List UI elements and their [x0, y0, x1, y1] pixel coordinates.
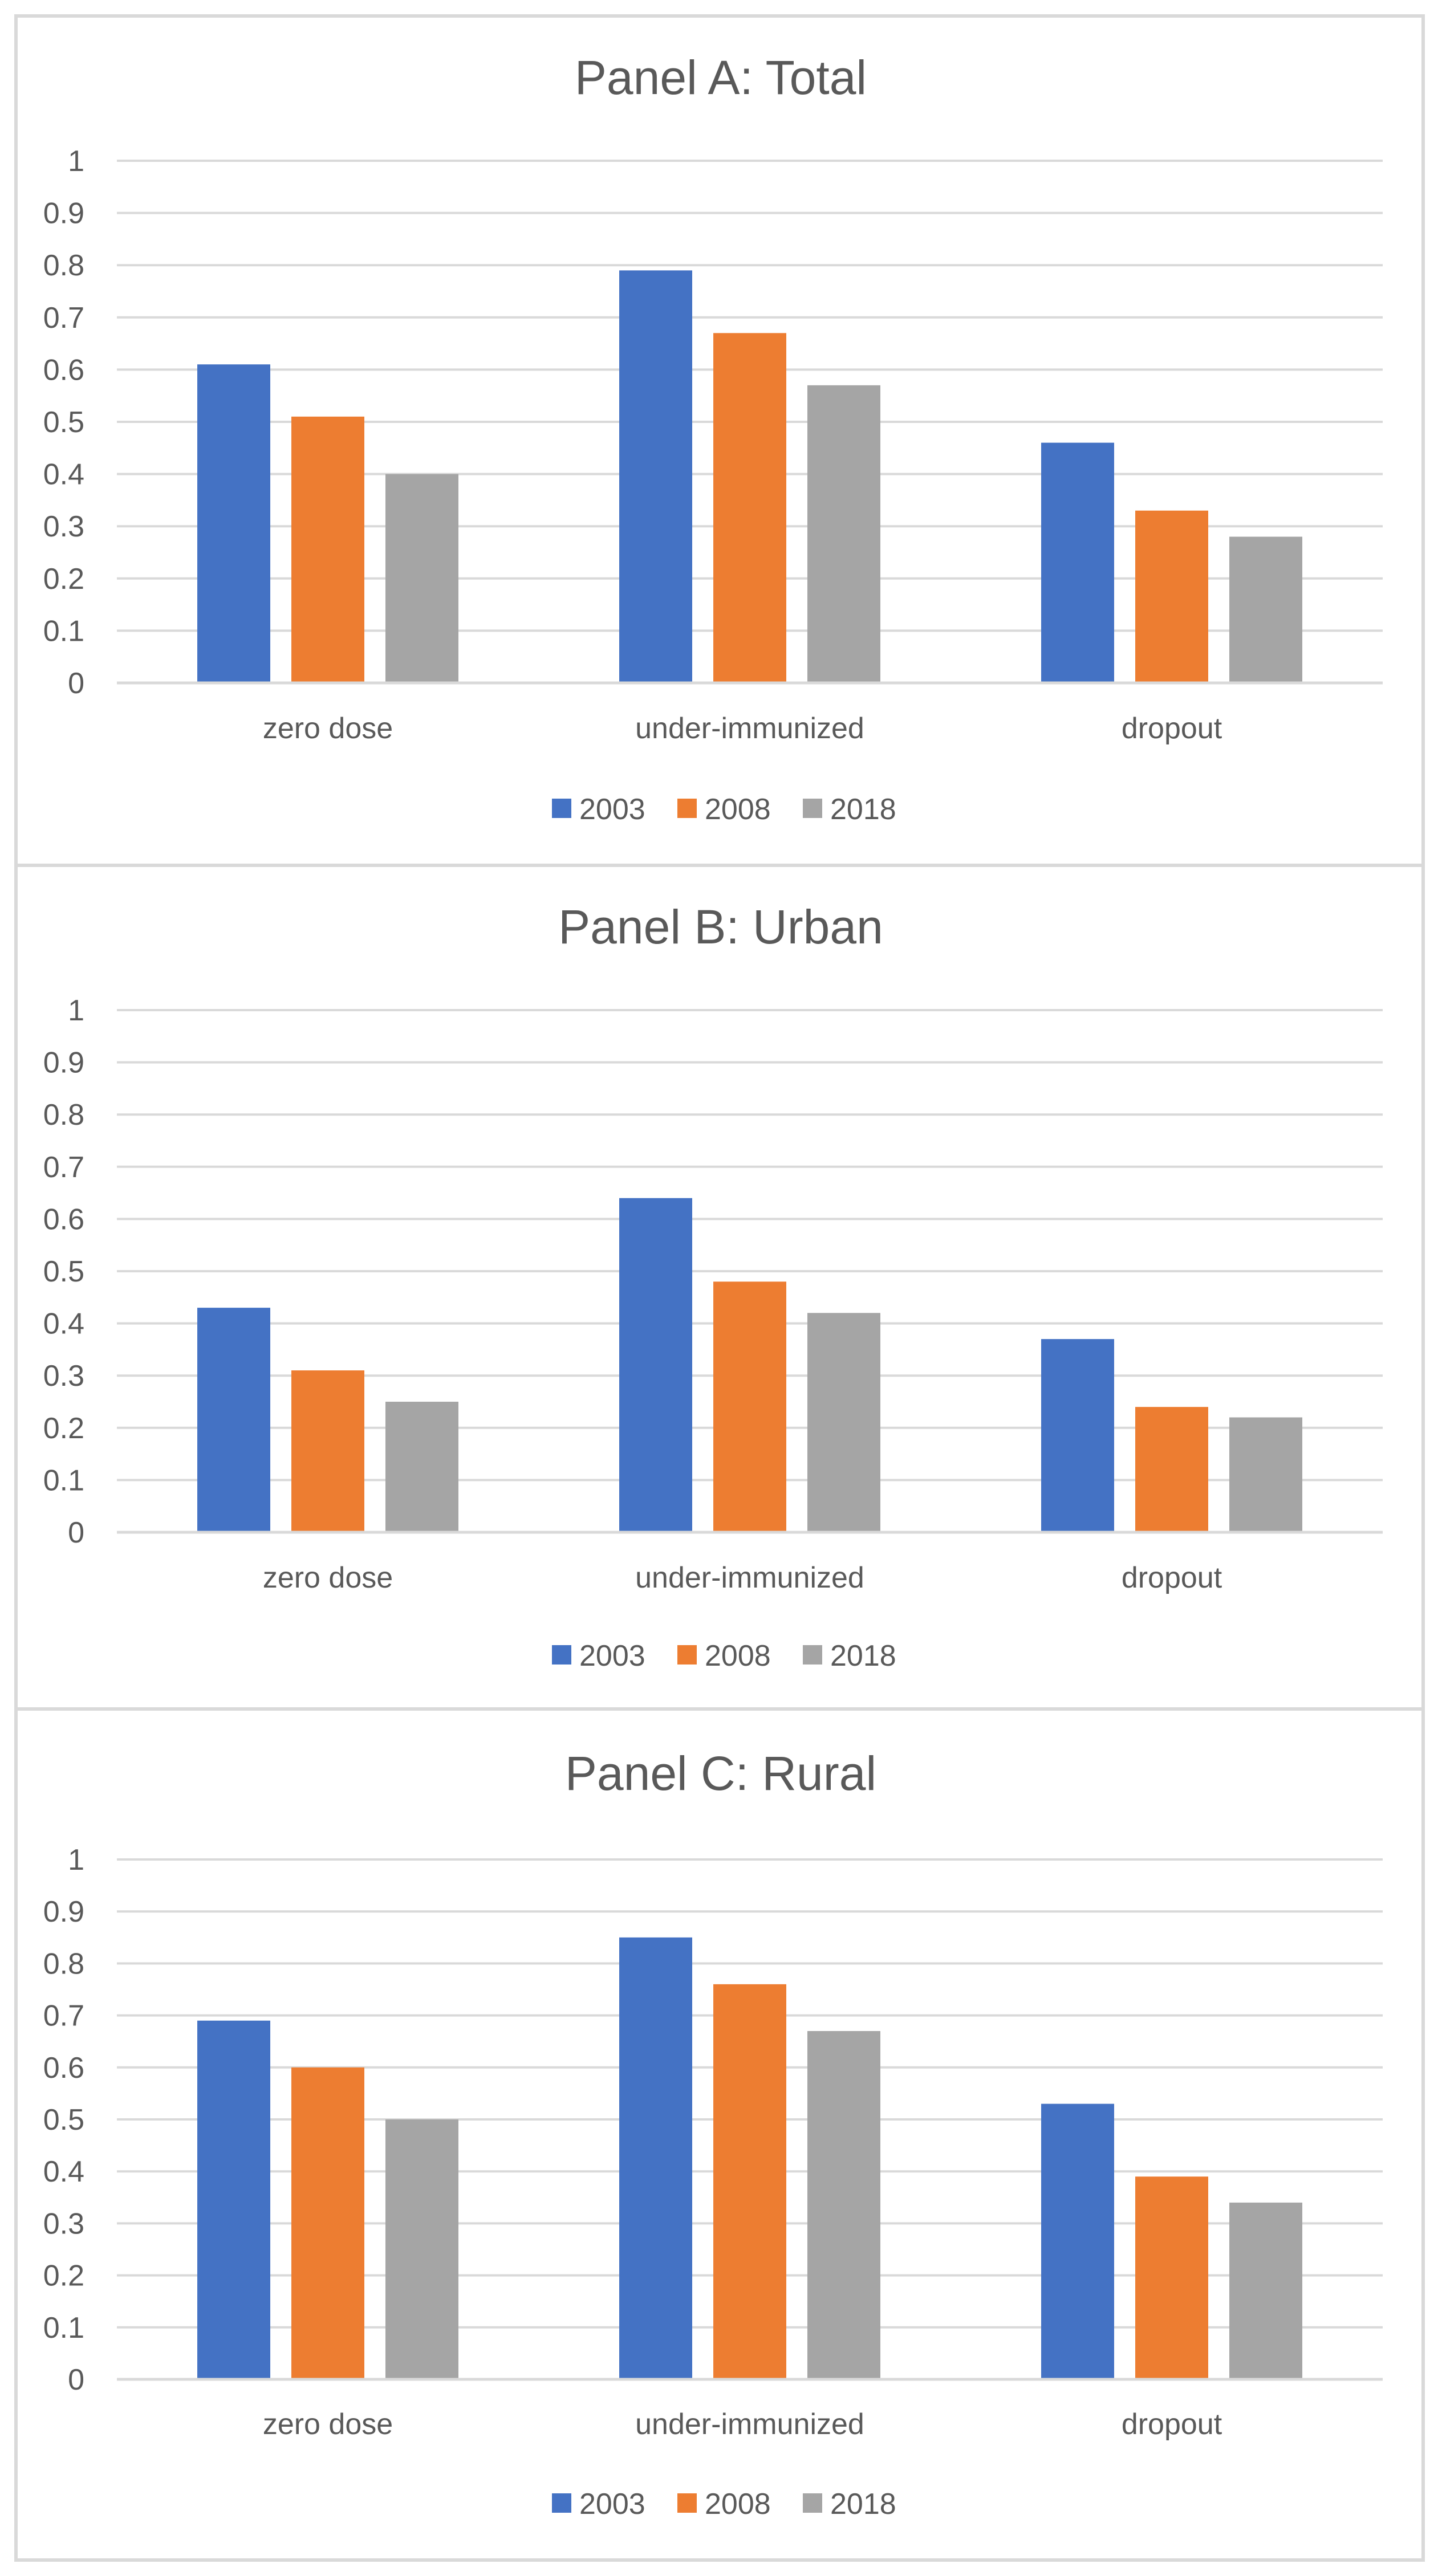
chart-panel: Panel A: Total 0 0.1 0.2 0.3 0.4 0.5 0.6 0.7 0.8 0…	[14, 14, 1425, 867]
legend-swatch	[677, 2493, 697, 2513]
bar	[291, 2067, 364, 2379]
x-category-label: under-immunized	[635, 1561, 864, 1594]
y-tick-label: 0.1	[43, 2312, 84, 2345]
chart-title: Panel B: Urban	[558, 900, 883, 954]
y-tick-label: 0.9	[43, 1047, 84, 1080]
bar	[291, 416, 364, 683]
legend-swatch	[552, 1645, 571, 1665]
y-tick-label: 0.3	[43, 510, 84, 543]
legend: 2003 2008 2018	[552, 2488, 896, 2521]
y-tick-label: 0.3	[43, 2207, 84, 2240]
legend-swatch	[552, 799, 571, 818]
bar	[713, 1984, 786, 2379]
y-tick-label: 0	[68, 667, 84, 700]
x-category-label: dropout	[1122, 2408, 1222, 2441]
x-category-label: zero dose	[263, 712, 393, 745]
bar	[1229, 1417, 1302, 1532]
bar	[1229, 2202, 1302, 2379]
legend-label: 2003	[579, 2488, 645, 2521]
y-tick-label: 0.2	[43, 2260, 84, 2293]
bar	[1041, 1339, 1114, 1532]
legend: 2003 2008 2018	[552, 793, 896, 826]
y-tick-label: 0.7	[43, 2000, 84, 2033]
bar	[619, 270, 692, 683]
chart-panel: Panel C: Rural 0 0.1 0.2 0.3 0.4 0.5 0.6 0.7 0.8 0…	[14, 1707, 1425, 2562]
y-tick-label: 0	[68, 2363, 84, 2396]
x-category-label: zero dose	[263, 1561, 393, 1594]
y-tick-label: 0.2	[43, 563, 84, 596]
legend-label: 2008	[705, 793, 771, 826]
bar	[385, 474, 458, 683]
y-tick-label: 1	[68, 994, 84, 1027]
y-tick-label: 0.1	[43, 615, 84, 648]
bar	[619, 1937, 692, 2379]
bar	[807, 385, 880, 683]
y-tick-label: 0.2	[43, 1412, 84, 1445]
legend-swatch	[803, 799, 822, 818]
chart-title: Panel C: Rural	[565, 1747, 876, 1800]
bar	[385, 2119, 458, 2379]
legend-label: 2008	[705, 1639, 771, 1672]
bar	[1229, 536, 1302, 683]
y-tick-label: 1	[68, 145, 84, 178]
y-tick-label: 0.4	[43, 1308, 84, 1341]
y-tick-label: 0.7	[43, 302, 84, 335]
bar	[1135, 2176, 1208, 2379]
bar	[291, 1370, 364, 1532]
bar	[713, 333, 786, 683]
legend-swatch	[677, 1645, 697, 1665]
bar	[1041, 2103, 1114, 2379]
y-tick-label: 0.6	[43, 2052, 84, 2085]
bar	[197, 2020, 270, 2379]
y-tick-label: 0.3	[43, 1360, 84, 1393]
y-tick-label: 0.1	[43, 1464, 84, 1497]
legend-swatch	[803, 1645, 822, 1665]
bar	[1135, 1407, 1208, 1532]
legend-label: 2018	[830, 2488, 896, 2521]
bar	[1135, 510, 1208, 683]
legend-label: 2018	[830, 793, 896, 826]
legend-swatch	[677, 799, 697, 818]
legend-label: 2018	[830, 1639, 896, 1672]
y-tick-label: 0.7	[43, 1151, 84, 1184]
legend-label: 2003	[579, 793, 645, 826]
legend-swatch	[803, 2493, 822, 2513]
y-tick-label: 0.9	[43, 1895, 84, 1928]
x-category-label: under-immunized	[635, 2408, 864, 2441]
chart-title: Panel A: Total	[575, 51, 867, 104]
y-tick-label: 1	[68, 1844, 84, 1877]
bar	[807, 1313, 880, 1532]
bar	[619, 1198, 692, 1532]
bar	[197, 1308, 270, 1532]
legend-swatch	[552, 2493, 571, 2513]
x-category-label: zero dose	[263, 2408, 393, 2441]
chart-panel: Panel B: Urban 0 0.1 0.2 0.3 0.4 0.5 0.6 0.7 0.8 0…	[14, 864, 1425, 1711]
bar	[197, 364, 270, 683]
legend-label: 2003	[579, 1639, 645, 1672]
y-tick-label: 0.8	[43, 249, 84, 282]
y-tick-label: 0.4	[43, 458, 84, 491]
y-tick-label: 0.5	[43, 406, 84, 439]
y-tick-label: 0.8	[43, 1098, 84, 1132]
y-tick-label: 0.6	[43, 353, 84, 386]
legend-label: 2008	[705, 2488, 771, 2521]
y-tick-label: 0.9	[43, 197, 84, 230]
y-tick-label: 0.6	[43, 1203, 84, 1236]
y-tick-label: 0.5	[43, 1255, 84, 1288]
bar	[1041, 442, 1114, 683]
y-tick-label: 0	[68, 1516, 84, 1549]
x-category-label: under-immunized	[635, 712, 864, 745]
bar	[713, 1281, 786, 1532]
y-tick-label: 0.8	[43, 1947, 84, 1980]
legend: 2003 2008 2018	[552, 1639, 896, 1672]
bar	[385, 1402, 458, 1532]
y-tick-label: 0.5	[43, 2103, 84, 2137]
x-category-label: dropout	[1122, 1561, 1222, 1594]
y-tick-label: 0.4	[43, 2155, 84, 2188]
bar	[807, 2030, 880, 2379]
x-category-label: dropout	[1122, 712, 1222, 745]
